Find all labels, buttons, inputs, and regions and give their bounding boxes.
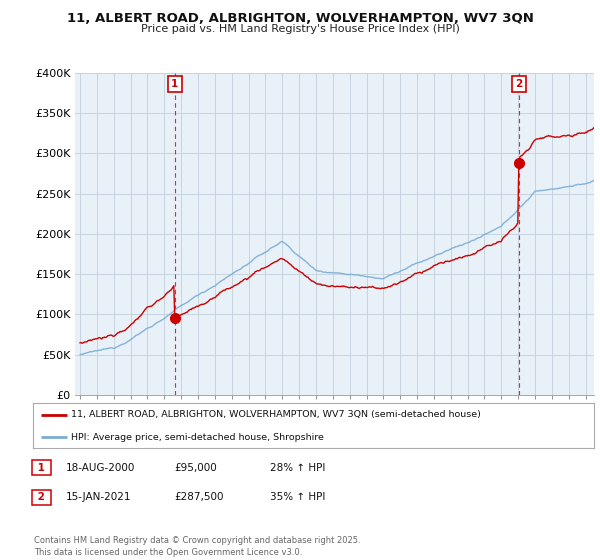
Text: Price paid vs. HM Land Registry's House Price Index (HPI): Price paid vs. HM Land Registry's House …: [140, 24, 460, 34]
Text: 1: 1: [171, 80, 179, 89]
Text: 11, ALBERT ROAD, ALBRIGHTON, WOLVERHAMPTON, WV7 3QN: 11, ALBERT ROAD, ALBRIGHTON, WOLVERHAMPT…: [67, 12, 533, 25]
Text: Contains HM Land Registry data © Crown copyright and database right 2025.
This d: Contains HM Land Registry data © Crown c…: [34, 536, 361, 557]
Text: 2: 2: [34, 492, 49, 502]
Text: 1: 1: [34, 463, 49, 473]
Text: 35% ↑ HPI: 35% ↑ HPI: [270, 492, 325, 502]
Text: 18-AUG-2000: 18-AUG-2000: [66, 463, 136, 473]
Text: 28% ↑ HPI: 28% ↑ HPI: [270, 463, 325, 473]
Text: £95,000: £95,000: [174, 463, 217, 473]
Text: 11, ALBERT ROAD, ALBRIGHTON, WOLVERHAMPTON, WV7 3QN (semi-detached house): 11, ALBERT ROAD, ALBRIGHTON, WOLVERHAMPT…: [71, 410, 481, 419]
Text: HPI: Average price, semi-detached house, Shropshire: HPI: Average price, semi-detached house,…: [71, 433, 324, 442]
Text: 15-JAN-2021: 15-JAN-2021: [66, 492, 131, 502]
Text: £287,500: £287,500: [174, 492, 223, 502]
Text: 2: 2: [515, 80, 523, 89]
